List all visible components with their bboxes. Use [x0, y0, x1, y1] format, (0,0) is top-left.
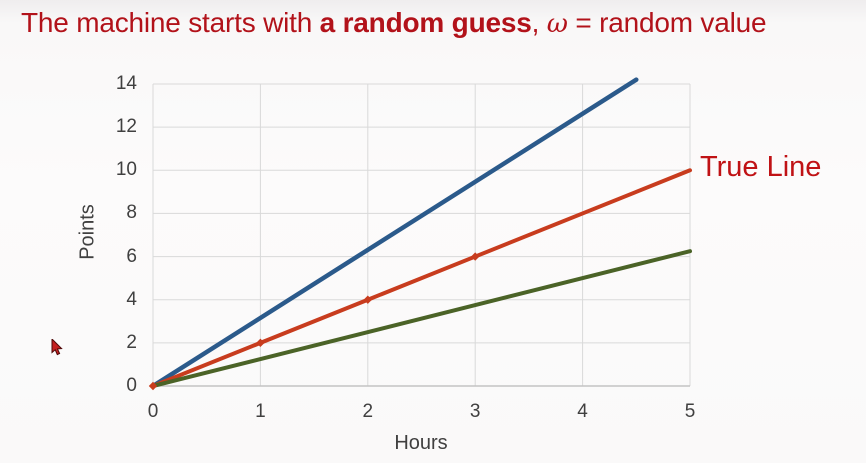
y-tick-label: 4 [126, 288, 137, 310]
slide-title: The machine starts with a random guess, … [21, 6, 861, 41]
true-line-label: True Line [700, 151, 822, 183]
series-line-initial-guess-line [150, 77, 639, 389]
data-point-marker [148, 381, 158, 391]
y-tick-label: 0 [126, 375, 137, 396]
title-segment-bold: a random guess [319, 7, 532, 38]
x-tick-label: 0 [147, 401, 159, 422]
x-tick-label: 2 [362, 401, 374, 422]
title-segment: = random value [567, 7, 767, 38]
series-lines [150, 77, 692, 389]
y-tick-label: 8 [126, 202, 137, 224]
x-axis-title: Hours [394, 432, 448, 454]
title-segment: , [531, 7, 547, 38]
y-axis-title: Points [76, 204, 99, 260]
data-point-marker [363, 295, 372, 304]
y-tick-label: 10 [115, 159, 137, 181]
series-line-shallow-guess-line [151, 249, 692, 388]
x-tick-label: 4 [577, 401, 588, 422]
y-tick-label: 12 [115, 116, 137, 138]
x-tick-label: 3 [469, 401, 481, 422]
gridlines [152, 83, 691, 387]
title-segment: The machine starts with [21, 7, 320, 38]
y-tick-label: 14 [115, 73, 137, 94]
y-tick-label: 2 [126, 331, 137, 353]
y-tick-label: 6 [126, 245, 137, 267]
x-tick-label: 1 [255, 401, 266, 422]
title-omega-symbol: ω [546, 9, 568, 39]
data-point-marker [471, 252, 480, 261]
series-markers [148, 252, 480, 391]
x-tick-label: 5 [684, 401, 696, 422]
series-line-true-line [151, 168, 692, 388]
cursor-pointer-icon [51, 339, 63, 356]
data-point-marker [256, 338, 265, 348]
